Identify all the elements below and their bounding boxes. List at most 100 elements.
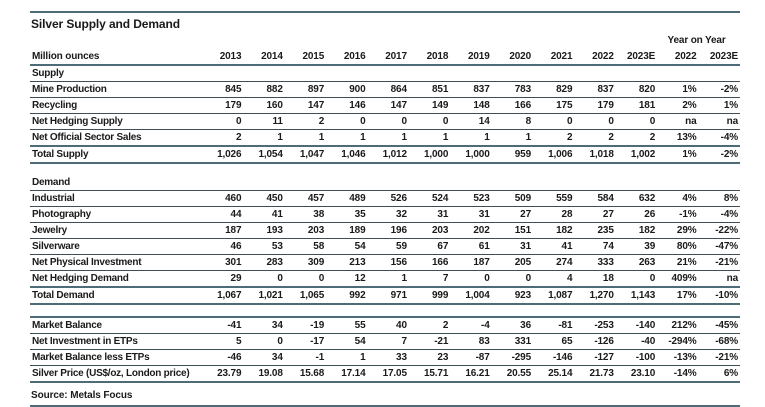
- value-cell: 74: [574, 238, 616, 255]
- value-cell: 27: [491, 206, 533, 223]
- value-cell: 29%: [657, 222, 699, 239]
- value-cell: 19.08: [243, 365, 285, 383]
- value-cell: 309: [284, 254, 327, 271]
- value-cell: 5: [202, 333, 244, 350]
- value-cell: 0: [367, 113, 409, 130]
- value-cell: 181: [615, 97, 658, 114]
- value-cell: 2: [202, 129, 244, 147]
- value-cell: -140: [615, 317, 658, 334]
- table-row: Silver Price (US$/oz, London price) 23.79…: [30, 365, 740, 383]
- value-cell: -146: [533, 349, 575, 366]
- value-cell: 147: [284, 97, 327, 114]
- value-cell: 1,067: [202, 286, 244, 305]
- spacer-cell: [30, 304, 740, 318]
- value-cell: 8%: [698, 190, 740, 207]
- table-row: Total Demand 1,067 1,021 1,065 992 971 999 1,00…: [30, 286, 740, 305]
- value-cell: 182: [615, 222, 658, 239]
- value-cell: 17.05: [367, 365, 409, 383]
- value-cell: 820: [615, 81, 658, 98]
- year-on-year-label: Year on Year: [667, 35, 726, 46]
- value-cell: 54: [326, 238, 368, 255]
- year-on-year-row: Year on Year: [30, 34, 740, 47]
- value-cell: 80%: [657, 238, 699, 255]
- value-cell: 16.21: [450, 365, 492, 383]
- value-cell: 999: [408, 286, 451, 305]
- value-cell: 0: [408, 113, 451, 130]
- table-row: Net Hedging Supply 0 11 2 0 0 0 14 8 0 0 0 na na: [30, 113, 740, 130]
- value-cell: 1,002: [615, 145, 658, 164]
- value-cell: -2%: [698, 145, 740, 164]
- table-row: Silverware 46 53 58 54 59 67 61 31 41 74 39 80% -47%: [30, 238, 740, 255]
- value-cell: 283: [243, 254, 285, 271]
- value-cell: 35: [326, 206, 368, 223]
- value-cell: 196: [367, 222, 409, 239]
- value-cell: 83: [450, 333, 492, 350]
- value-cell: 559: [533, 190, 575, 207]
- value-cell: -17: [284, 333, 327, 350]
- value-cell: 179: [574, 97, 616, 114]
- value-cell: -41: [202, 317, 244, 334]
- value-cell: 1: [284, 129, 327, 147]
- value-cell: 23: [408, 349, 451, 366]
- row-label: Net Hedging Demand: [30, 270, 202, 288]
- value-cell: 41: [533, 238, 575, 255]
- value-cell: -21%: [698, 254, 740, 271]
- value-cell: -87: [450, 349, 492, 366]
- value-cell: 2: [615, 129, 658, 147]
- value-cell: 193: [243, 222, 285, 239]
- value-cell: 61: [450, 238, 492, 255]
- row-label: Net Hedging Supply: [30, 113, 202, 130]
- value-cell: 0: [491, 270, 533, 288]
- table-title: Silver Supply and Demand: [31, 17, 180, 31]
- value-cell: 39: [615, 238, 658, 255]
- row-header-label: Million ounces: [30, 47, 202, 66]
- table-body: Supply Mine Production 845 882 897 900 864 851 8…: [30, 65, 740, 383]
- year-column-header: 2022: [574, 47, 616, 66]
- value-cell: 36: [491, 317, 533, 334]
- value-cell: 1,054: [243, 145, 285, 164]
- value-cell: 21%: [657, 254, 699, 271]
- value-cell: 7: [367, 333, 409, 350]
- value-cell: 0: [615, 270, 658, 288]
- value-cell: 40: [367, 317, 409, 334]
- value-cell: 67: [408, 238, 451, 255]
- table-row: Market Balance less ETPs -46 34 -1 1 33 23 -87-…: [30, 349, 740, 366]
- value-cell: 187: [450, 254, 492, 271]
- value-cell: 489: [326, 190, 368, 207]
- value-cell: 882: [243, 81, 285, 98]
- year-column-header: 2020: [491, 47, 533, 66]
- value-cell: 235: [574, 222, 616, 239]
- value-cell: 41: [243, 206, 285, 223]
- table-row: Total Supply 1,026 1,054 1,047 1,046 1,012 1,0…: [30, 145, 740, 164]
- value-cell: 783: [491, 81, 533, 98]
- year-column-header: 2015: [284, 47, 327, 66]
- value-cell: 523: [450, 190, 492, 207]
- value-cell: 263: [615, 254, 658, 271]
- value-cell: -81: [533, 317, 575, 334]
- value-cell: 31: [450, 206, 492, 223]
- value-cell: -1: [284, 349, 327, 366]
- value-cell: -22%: [698, 222, 740, 239]
- spacer-row: [30, 163, 740, 175]
- value-cell: 1,087: [533, 286, 575, 305]
- value-cell: 0: [202, 113, 244, 130]
- value-cell: 27: [574, 206, 616, 223]
- year-column-header: 2019: [450, 47, 492, 66]
- value-cell: 301: [202, 254, 244, 271]
- section-header-row: Supply: [30, 65, 740, 82]
- silver-supply-demand-table: Year on Year Million ounces 2013 2014 2015…: [30, 34, 740, 383]
- value-cell: 1%: [657, 145, 699, 164]
- value-cell: 2: [408, 317, 451, 334]
- value-cell: -21: [408, 333, 451, 350]
- value-cell: 1: [450, 129, 492, 147]
- value-cell: -295: [491, 349, 533, 366]
- value-cell: 15.71: [408, 365, 451, 383]
- value-cell: 1,012: [367, 145, 409, 164]
- value-cell: 992: [326, 286, 368, 305]
- value-cell: 58: [284, 238, 327, 255]
- value-cell: 151: [491, 222, 533, 239]
- value-cell: 33: [367, 349, 409, 366]
- table-row: Mine Production 845 882 897 900 864 851 837 783 8…: [30, 81, 740, 98]
- value-cell: 1,270: [574, 286, 616, 305]
- value-cell: 0: [574, 113, 616, 130]
